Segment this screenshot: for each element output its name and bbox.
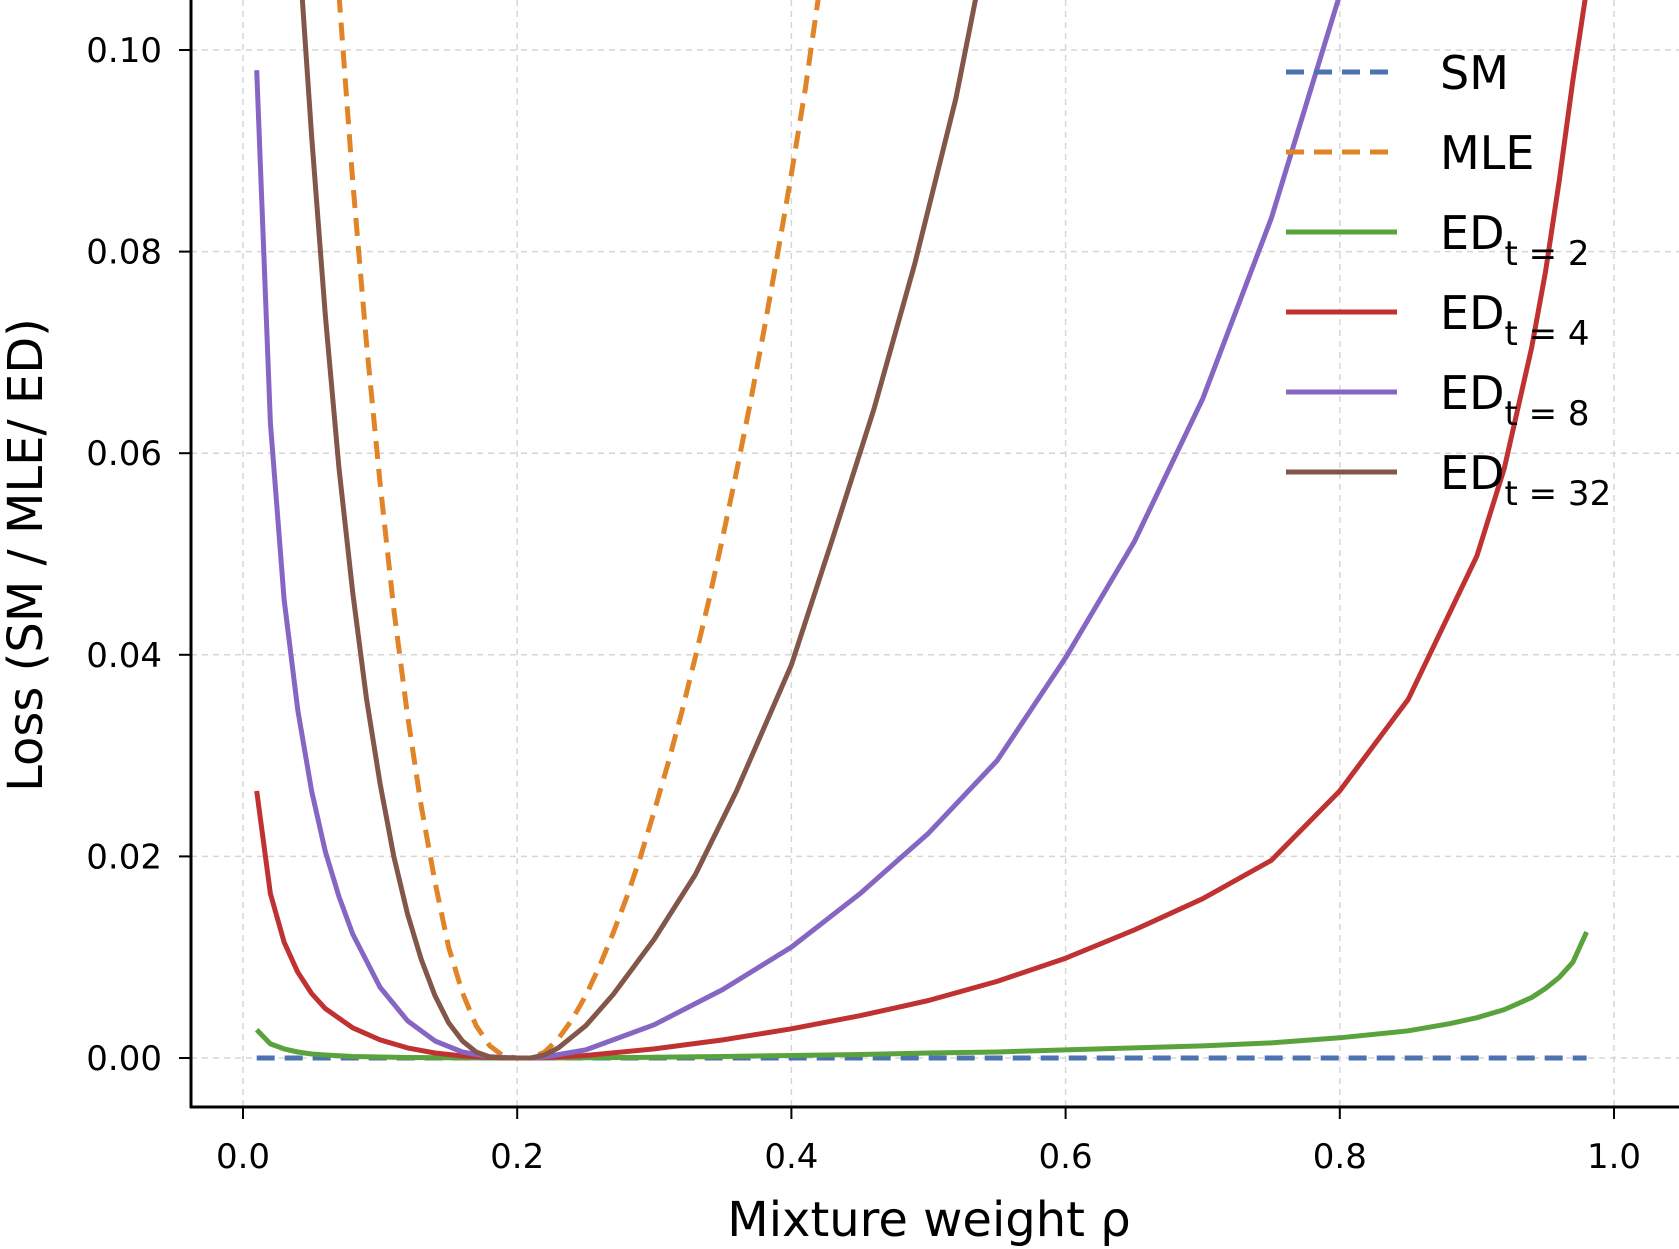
x-tick-label: 0.2 xyxy=(490,1137,544,1177)
tick-labels: 0.0 0.2 0.4 0.6 0.8 1.0 0.00 0.02 0.04 0.06 0.08 0.… xyxy=(86,31,1641,1177)
legend-label-5: EDt = 32 xyxy=(1440,446,1611,514)
legend-label-main: ED xyxy=(1440,366,1505,420)
legend-label-1: MLE xyxy=(1440,126,1534,180)
series-line-2 xyxy=(254,930,1589,1061)
legend-label-subscript: t = 2 xyxy=(1505,234,1590,274)
legend-label-main: ED xyxy=(1440,206,1505,260)
series-line-5 xyxy=(299,0,978,1061)
legend-label-subscript: t = 8 xyxy=(1505,394,1590,434)
x-axis-label: Mixture weight ρ xyxy=(727,1192,1130,1248)
legend-label-3: EDt = 4 xyxy=(1440,286,1590,354)
y-tick-label: 0.08 xyxy=(86,233,162,273)
series-line-3 xyxy=(254,0,1588,1061)
x-tick-label: 0.8 xyxy=(1313,1137,1367,1177)
x-tick-label: 0.0 xyxy=(216,1137,270,1177)
series-group xyxy=(254,0,1589,1061)
x-tick-label: 1.0 xyxy=(1587,1137,1641,1177)
x-tick-label: 0.4 xyxy=(764,1137,818,1177)
series-line-1 xyxy=(336,0,821,1061)
legend-label-main: ED xyxy=(1440,446,1505,500)
y-axis-label: Loss (SM / MLE/ ED) xyxy=(0,318,54,792)
legend-label-0: SM xyxy=(1440,46,1509,100)
legend-label-subscript: t = 32 xyxy=(1505,474,1612,514)
series-line-4 xyxy=(254,0,1341,1061)
y-tick-label: 0.00 xyxy=(86,1039,162,1079)
y-tick-label: 0.02 xyxy=(86,837,162,877)
legend-label-main: MLE xyxy=(1440,126,1534,180)
legend-label-main: SM xyxy=(1440,46,1509,100)
x-tick-label: 0.6 xyxy=(1039,1137,1093,1177)
y-tick-label: 0.10 xyxy=(86,31,162,71)
legend-label-subscript: t = 4 xyxy=(1505,314,1590,354)
legend-label-4: EDt = 8 xyxy=(1440,366,1590,434)
legend-label-main: ED xyxy=(1440,286,1505,340)
legend-label-2: EDt = 2 xyxy=(1440,206,1590,274)
axes xyxy=(189,0,1679,1109)
y-tick-label: 0.04 xyxy=(86,636,162,676)
y-tick-label: 0.06 xyxy=(86,434,162,474)
